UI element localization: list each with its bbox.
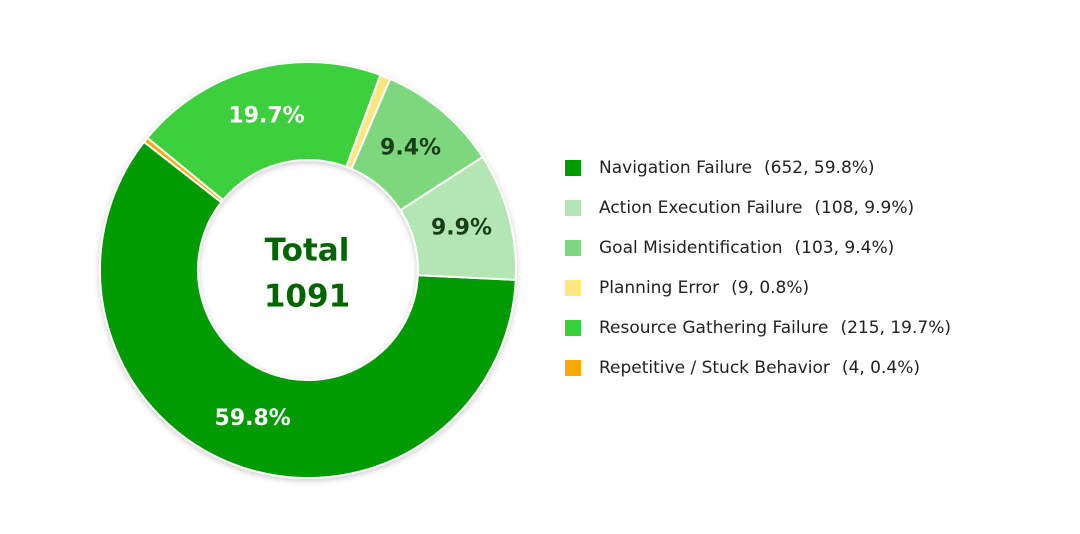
slice-label: 19.7% bbox=[228, 103, 304, 128]
legend-detail: (215, 19.7%) bbox=[840, 318, 951, 338]
donut bbox=[99, 61, 517, 479]
legend-swatch bbox=[565, 280, 581, 296]
legend-entry: Repetitive / Stuck Behavior (4, 0.4%) bbox=[599, 358, 920, 378]
legend-swatch bbox=[565, 360, 581, 376]
legend-name: Navigation Failure bbox=[599, 158, 752, 178]
slice bbox=[99, 140, 517, 479]
legend-name: Resource Gathering Failure bbox=[599, 318, 828, 338]
legend-entry: Navigation Failure (652, 59.8%) bbox=[599, 158, 875, 178]
legend-name: Action Execution Failure bbox=[599, 198, 802, 218]
center-label: Total bbox=[265, 233, 350, 269]
legend-swatch bbox=[565, 240, 581, 256]
legend-swatch bbox=[565, 320, 581, 336]
slice bbox=[145, 61, 382, 202]
legend-entry: Goal Misidentification (103, 9.4%) bbox=[599, 238, 894, 258]
legend-detail: (4, 0.4%) bbox=[842, 358, 920, 378]
legend-swatch bbox=[565, 200, 581, 216]
legend-detail: (9, 0.8%) bbox=[731, 278, 809, 298]
legend-detail: (652, 59.8%) bbox=[764, 158, 875, 178]
center-total: 1091 bbox=[264, 279, 350, 315]
legend-entry: Action Execution Failure (108, 9.9%) bbox=[599, 198, 914, 218]
legend-entry: Resource Gathering Failure (215, 19.7%) bbox=[599, 318, 951, 338]
legend-swatch bbox=[565, 160, 581, 176]
legend-detail: (108, 9.9%) bbox=[814, 198, 914, 218]
slice-label: 9.9% bbox=[431, 216, 492, 241]
legend-name: Goal Misidentification bbox=[599, 238, 783, 258]
slice bbox=[142, 136, 225, 204]
legend-name: Planning Error bbox=[599, 278, 719, 298]
slice-label: 9.4% bbox=[380, 135, 441, 160]
slice-label: 59.8% bbox=[215, 406, 291, 431]
legend-name: Repetitive / Stuck Behavior bbox=[599, 358, 830, 378]
legend-entry: Planning Error (9, 0.8%) bbox=[599, 278, 809, 298]
legend-detail: (103, 9.4%) bbox=[795, 238, 895, 258]
